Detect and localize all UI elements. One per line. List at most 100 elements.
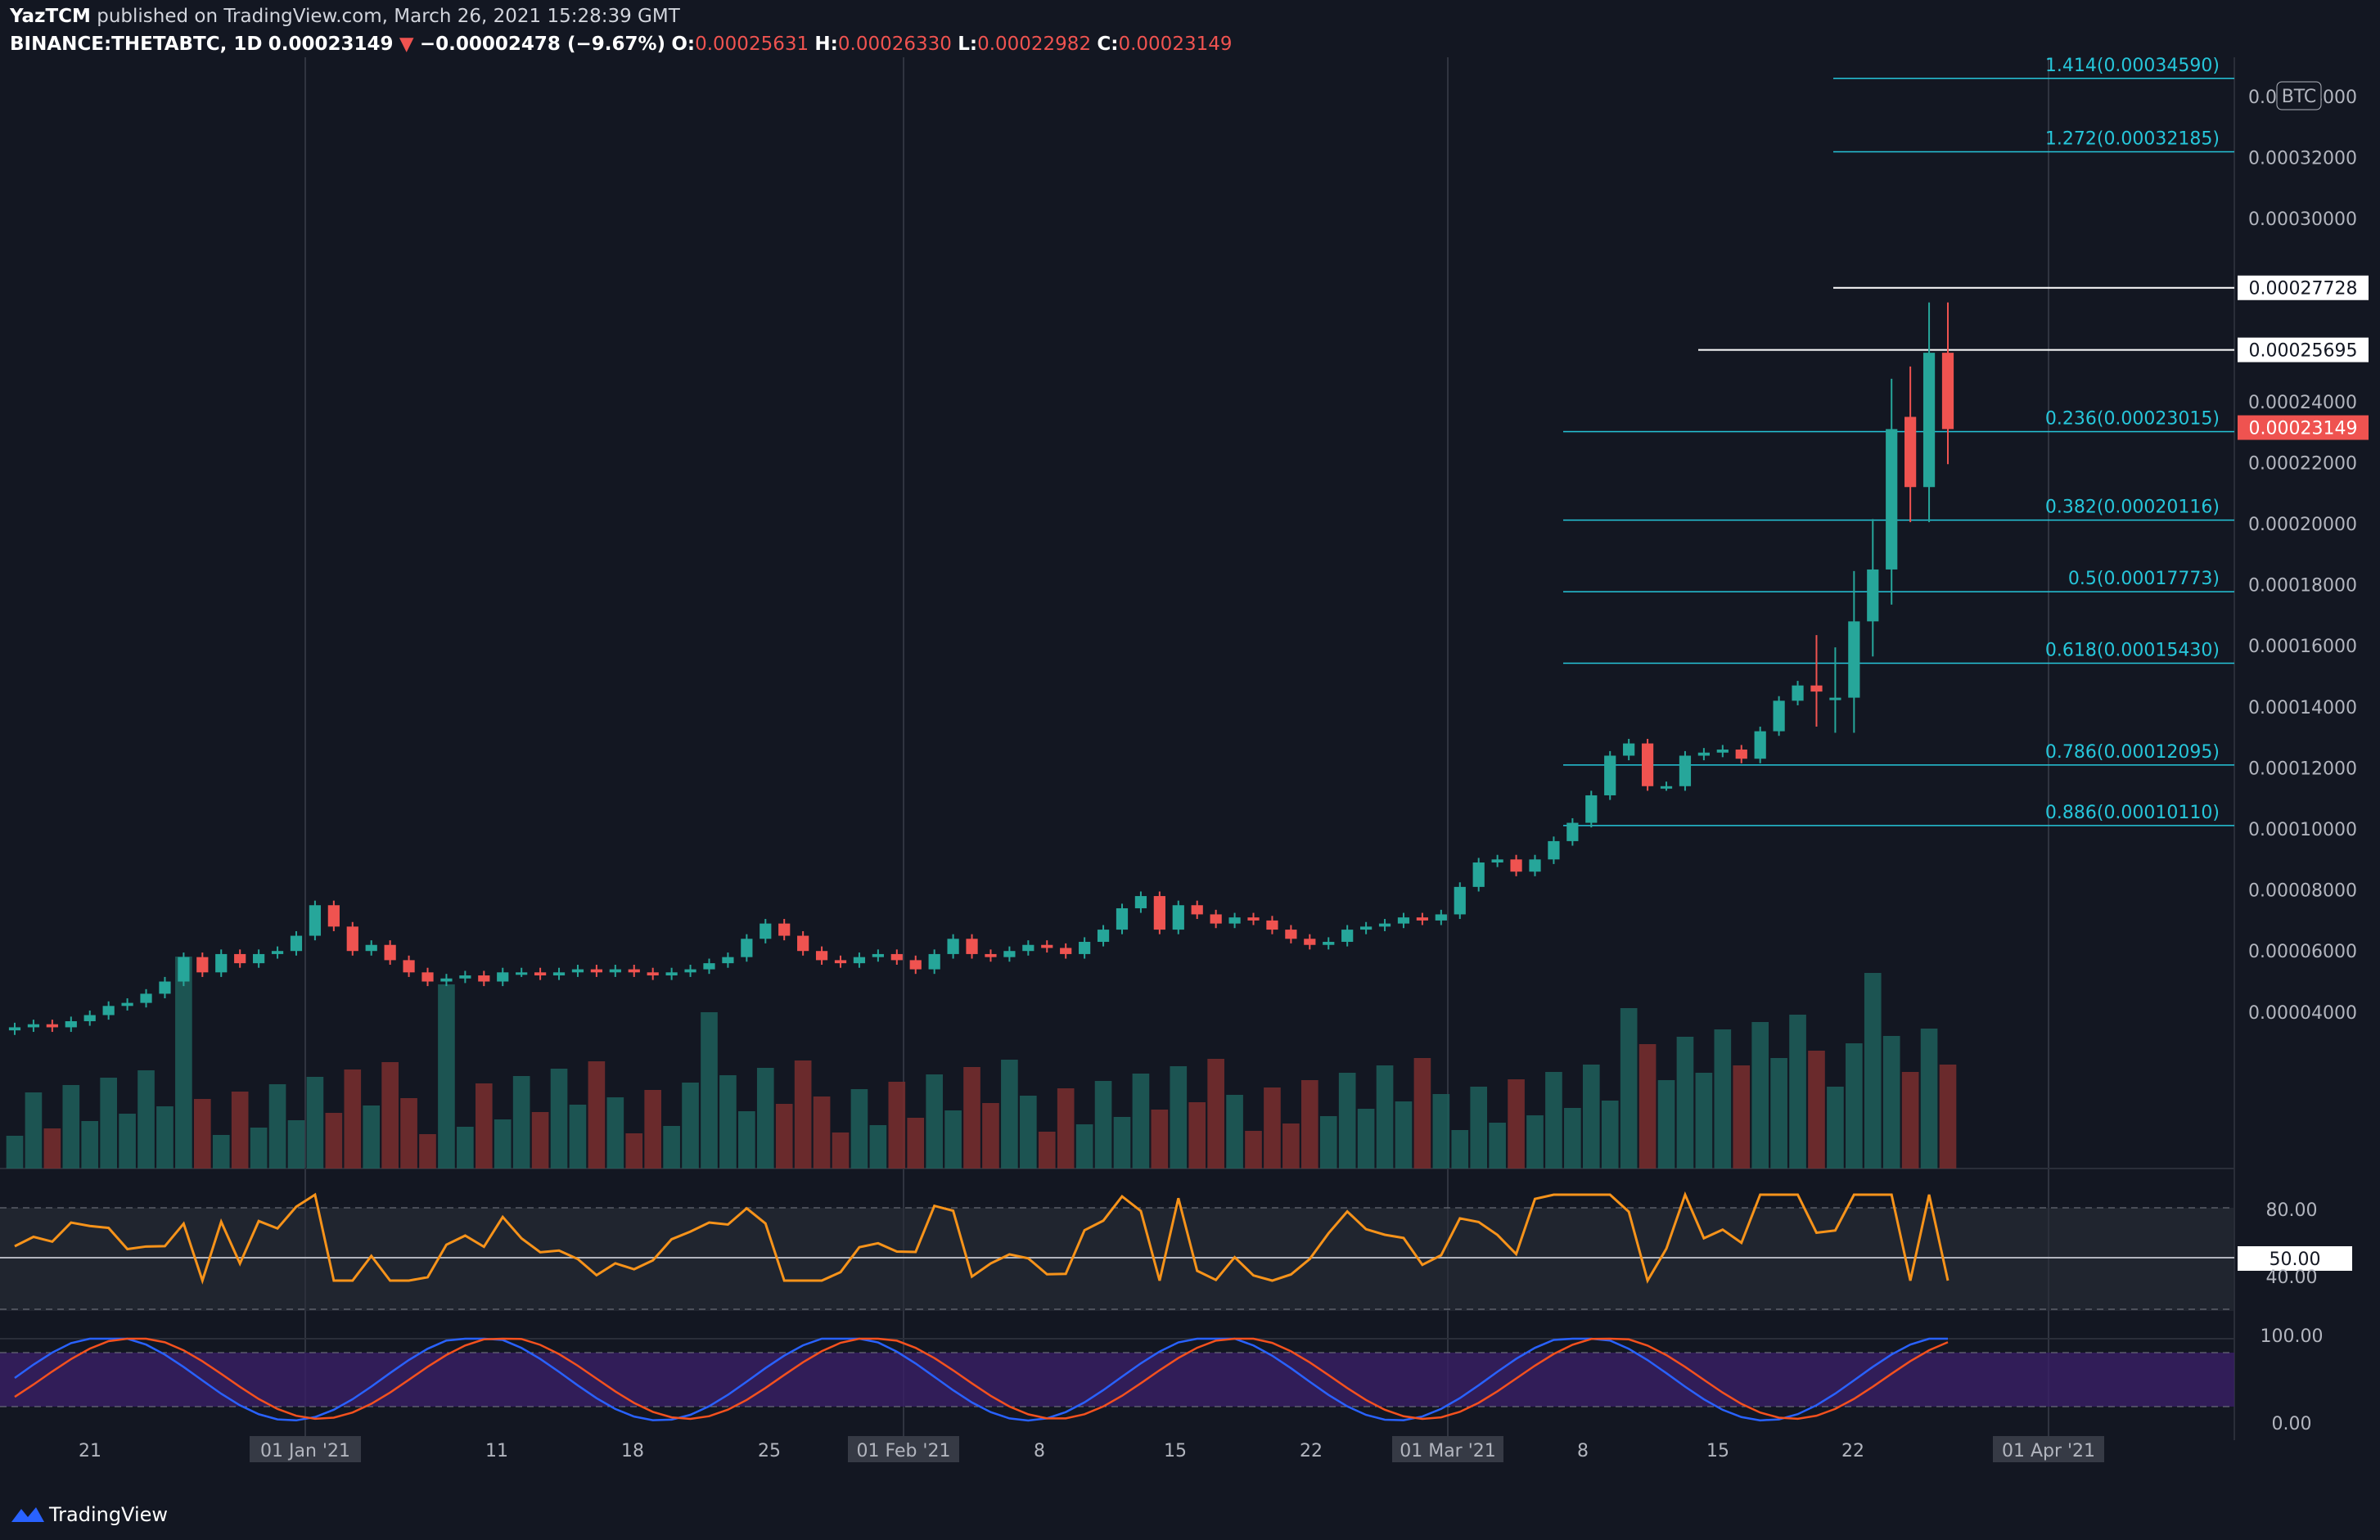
volume-bar xyxy=(606,1097,624,1169)
date-tick: 22 xyxy=(1841,1441,1864,1461)
fib-label: 0.236(0.00023015) xyxy=(2045,409,2220,430)
resistance-label: 0.00027728 xyxy=(2249,279,2358,299)
fib-levels: 1.618(0.00038045)1.414(0.00034590)1.272(… xyxy=(1563,57,2369,826)
volume-bar xyxy=(719,1075,737,1169)
candle-body xyxy=(421,972,434,982)
resistance-tag xyxy=(2238,337,2369,362)
candle-body xyxy=(928,953,940,970)
candle-body xyxy=(797,935,809,952)
volume-bar xyxy=(1226,1095,1243,1169)
candle-body xyxy=(327,905,340,927)
chart-header: YazTCM published on TradingView.com, Mar… xyxy=(0,0,2380,57)
volume-bar xyxy=(1132,1074,1150,1169)
volume-bar xyxy=(1827,1087,1844,1169)
volume-bar xyxy=(1751,1022,1769,1169)
candle-body xyxy=(1172,905,1184,930)
candle-body xyxy=(271,951,284,954)
volume-bar xyxy=(381,1062,399,1169)
candle-body xyxy=(178,957,190,982)
volume-bar xyxy=(1151,1110,1169,1169)
candle-body xyxy=(1735,750,1747,759)
volume-bar xyxy=(569,1105,587,1169)
volume-bar xyxy=(588,1061,606,1169)
date-tick: 01 Mar '21 xyxy=(1400,1441,1496,1461)
candle-body xyxy=(1922,353,1936,488)
volume-bar xyxy=(1489,1123,1506,1169)
candle-body xyxy=(760,923,772,939)
candle-body xyxy=(1022,944,1034,952)
candle-body xyxy=(1641,743,1654,786)
volume-bar xyxy=(512,1076,530,1169)
candle-body xyxy=(1754,731,1766,759)
candle-body xyxy=(1097,930,1110,943)
volume-bar xyxy=(1508,1079,1525,1169)
candle-body xyxy=(8,1027,21,1031)
symbol-label[interactable]: BINANCE:THETABTC, 1D xyxy=(10,34,263,55)
volume-bar xyxy=(1094,1081,1112,1169)
volume-bar xyxy=(1451,1130,1469,1169)
volume-bar xyxy=(832,1132,850,1169)
date-tick: 8 xyxy=(1577,1441,1589,1461)
volume-bar xyxy=(682,1083,699,1169)
open-label: O: xyxy=(671,34,696,55)
volume-bar xyxy=(1676,1037,1694,1169)
candle-body xyxy=(853,957,866,964)
volume-bar xyxy=(1319,1116,1337,1169)
candle-body xyxy=(27,1024,40,1028)
volume-bar xyxy=(1338,1073,1356,1169)
price-tick: 0.00024000 xyxy=(2248,393,2357,413)
volume-bar xyxy=(944,1110,962,1169)
candle-body xyxy=(890,953,903,961)
candle-body xyxy=(1323,942,1335,945)
author-name[interactable]: YazTCM xyxy=(10,6,91,27)
price-tick: 0.00020000 xyxy=(2248,515,2357,535)
candle-body xyxy=(815,951,828,961)
volume-bar xyxy=(250,1128,268,1169)
candle-body xyxy=(1829,697,1841,700)
date-tick: 22 xyxy=(1300,1441,1323,1461)
candle-body xyxy=(1191,905,1203,915)
rsi-mid-label: 50.00 xyxy=(2270,1250,2321,1270)
volume-bar xyxy=(494,1119,512,1169)
candle-body xyxy=(196,957,209,973)
price-tick: 0.00010000 xyxy=(2248,820,2357,840)
volume-bar xyxy=(344,1069,362,1169)
volume-bar xyxy=(663,1126,680,1169)
date-tick: 15 xyxy=(1706,1441,1729,1461)
volume-bar xyxy=(6,1136,24,1169)
volume-bar xyxy=(1920,1029,1938,1169)
candle-body xyxy=(1247,917,1260,921)
volume-bar xyxy=(550,1069,568,1169)
unit-label: BTC xyxy=(2282,87,2317,107)
volume-bar xyxy=(1695,1073,1713,1169)
candle-body xyxy=(1472,862,1485,887)
candle-body xyxy=(253,953,265,964)
candle-body xyxy=(1435,914,1447,921)
stoch-rsi-pane: 100.00 0.00 xyxy=(0,1326,2323,1434)
candle-body xyxy=(403,960,415,973)
volume-bar xyxy=(1376,1065,1394,1169)
candle-body xyxy=(1491,859,1503,863)
candle-body xyxy=(778,923,791,936)
candle-body xyxy=(1228,917,1241,924)
candle-body xyxy=(947,939,959,954)
volume-bar xyxy=(1113,1117,1131,1169)
rsi-lower-label: 40.00 xyxy=(2266,1268,2318,1288)
stoch-lower-label: 0.00 xyxy=(2272,1414,2312,1434)
volume-bar xyxy=(869,1125,887,1169)
candle-body xyxy=(1529,859,1541,872)
price-chart[interactable]: 1.618(0.00038045)1.414(0.00034590)1.272(… xyxy=(0,57,2380,1497)
candle-body xyxy=(1716,750,1729,753)
price-tick: 0.00030000 xyxy=(2248,209,2357,230)
date-tick: 01 Feb '21 xyxy=(857,1441,951,1461)
date-tick: 8 xyxy=(1034,1441,1045,1461)
volume-bar xyxy=(1864,973,1882,1169)
volume-bar xyxy=(81,1121,99,1169)
volume-bar xyxy=(1170,1066,1188,1169)
rsi-upper-label: 80.00 xyxy=(2266,1200,2318,1221)
candle-body xyxy=(440,978,453,982)
candle-body xyxy=(1679,755,1692,786)
candle-body xyxy=(1266,920,1278,930)
tradingview-logo-icon xyxy=(11,1507,44,1522)
price-change: −0.00002478 (−9.67%) xyxy=(419,34,666,55)
